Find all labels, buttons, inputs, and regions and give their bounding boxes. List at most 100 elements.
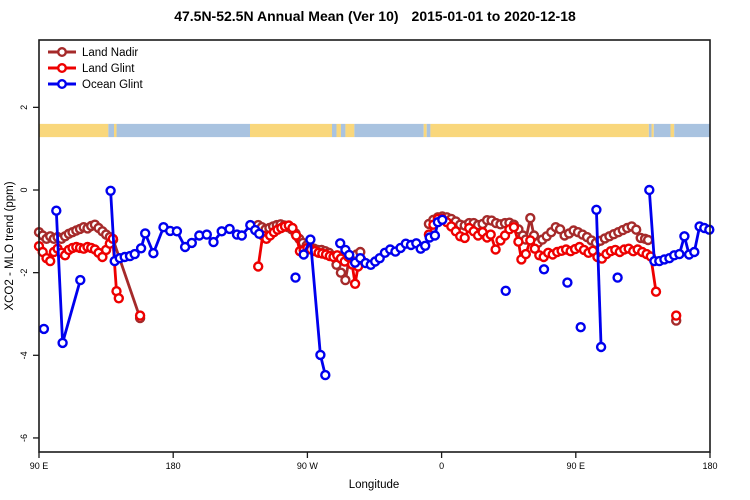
data-point (315, 349, 326, 361)
data-point (135, 243, 147, 254)
data-point (254, 228, 265, 240)
data-point (538, 264, 550, 275)
data-point (298, 249, 309, 260)
plot-border (38, 39, 711, 453)
data-point (631, 224, 642, 235)
y-tick-label: 2 (19, 105, 29, 110)
y-tick-label: -6 (19, 434, 29, 442)
chart-title-right: 2015-01-01 to 2020-12-18 (412, 8, 576, 24)
map-band-land-segment (249, 123, 333, 138)
legend-marker-circle (57, 78, 68, 89)
data-point (459, 232, 470, 244)
data-point (290, 272, 301, 283)
x-tick-label: 180 (702, 461, 717, 471)
series-ocean-glint (38, 184, 715, 381)
map-band-ocean-segment (340, 123, 346, 138)
legend-marker-circle (57, 47, 68, 58)
data-series-layer (33, 184, 715, 381)
data-point (129, 248, 140, 260)
data-point (253, 261, 264, 272)
legend: Land Nadir Land Glint Ocean Glint (48, 47, 144, 91)
data-point (105, 185, 116, 197)
y-tick-label: -4 (19, 351, 29, 359)
map-band-ocean-segment (648, 123, 652, 138)
x-tick-label: 0 (439, 461, 444, 471)
x-tick-label: 90 E (30, 461, 49, 471)
map-band-ocean-segment (108, 123, 115, 138)
data-point (148, 247, 159, 259)
land-ocean-map-band (39, 123, 710, 138)
data-point (671, 310, 682, 321)
map-band-land-segment (430, 123, 649, 138)
data-point (485, 229, 496, 240)
data-point (591, 204, 602, 216)
data-point (186, 237, 198, 249)
data-point (437, 214, 448, 226)
legend-item-ocean-glint: Ocean Glint (48, 78, 144, 91)
data-point (420, 240, 431, 252)
map-band-ocean-segment (674, 123, 710, 138)
data-point (349, 278, 361, 289)
legend-marker-circle (57, 62, 68, 73)
data-point (38, 323, 50, 335)
data-point (642, 234, 654, 246)
data-point (45, 255, 56, 267)
data-point (57, 337, 68, 349)
data-point (525, 235, 536, 246)
map-band-ocean-segment (332, 123, 337, 138)
data-point (429, 230, 441, 241)
data-point (208, 236, 219, 248)
data-point (75, 274, 86, 286)
data-point (508, 221, 520, 233)
chart-title: 47.5N-52.5N Annual Mean (Ver 10) 2015-01-… (174, 8, 576, 24)
data-point (335, 238, 346, 249)
map-band-land-segment (336, 123, 341, 138)
data-point (513, 236, 524, 247)
data-point (320, 369, 331, 381)
data-point (612, 272, 623, 283)
data-point (344, 249, 355, 261)
data-point (674, 248, 685, 260)
map-band-land-segment (670, 123, 675, 138)
data-point (51, 205, 62, 216)
y-axis-label: XCO2 - MLO trend (ppm) (4, 181, 16, 310)
data-point (520, 248, 531, 260)
map-band-land-segment (39, 123, 109, 138)
data-point (305, 234, 316, 245)
x-axis-label: Longitude (349, 479, 400, 491)
map-band-ocean-segment (354, 123, 424, 138)
data-point (644, 184, 655, 196)
data-point (490, 244, 501, 255)
data-point (335, 267, 347, 278)
data-point (291, 230, 302, 241)
data-point (679, 231, 690, 242)
legend-item-land-glint: Land Glint (48, 62, 135, 75)
map-band-land-segment (114, 123, 117, 138)
data-point (139, 228, 151, 239)
y-tick-label: 0 (19, 187, 29, 192)
data-point (236, 230, 248, 241)
data-point (340, 274, 351, 286)
x-tick-label: 180 (166, 461, 181, 471)
data-point (171, 226, 183, 237)
data-point (525, 212, 536, 224)
map-band-land-segment (345, 123, 355, 138)
legend-item-label: Ocean Glint (82, 79, 144, 91)
data-point (500, 285, 511, 296)
legend-item-label: Land Glint (82, 63, 135, 75)
data-point (595, 341, 607, 353)
chart-title-left: 47.5N-52.5N Annual Mean (Ver 10) (174, 8, 398, 24)
data-point (113, 293, 125, 304)
map-band-land-segment (651, 123, 654, 138)
data-point (224, 223, 235, 235)
data-point (562, 277, 573, 288)
legend-item-land-nadir: Land Nadir (48, 47, 138, 59)
data-point (689, 246, 700, 258)
data-point (575, 322, 586, 333)
map-band-ocean-segment (116, 123, 250, 138)
series-line (595, 209, 603, 348)
legend-item-label: Land Nadir (82, 47, 138, 59)
axes-layer: 90 E 180 90 W 0 90 E 180 2 0 -2 -4 -6 (19, 39, 718, 471)
